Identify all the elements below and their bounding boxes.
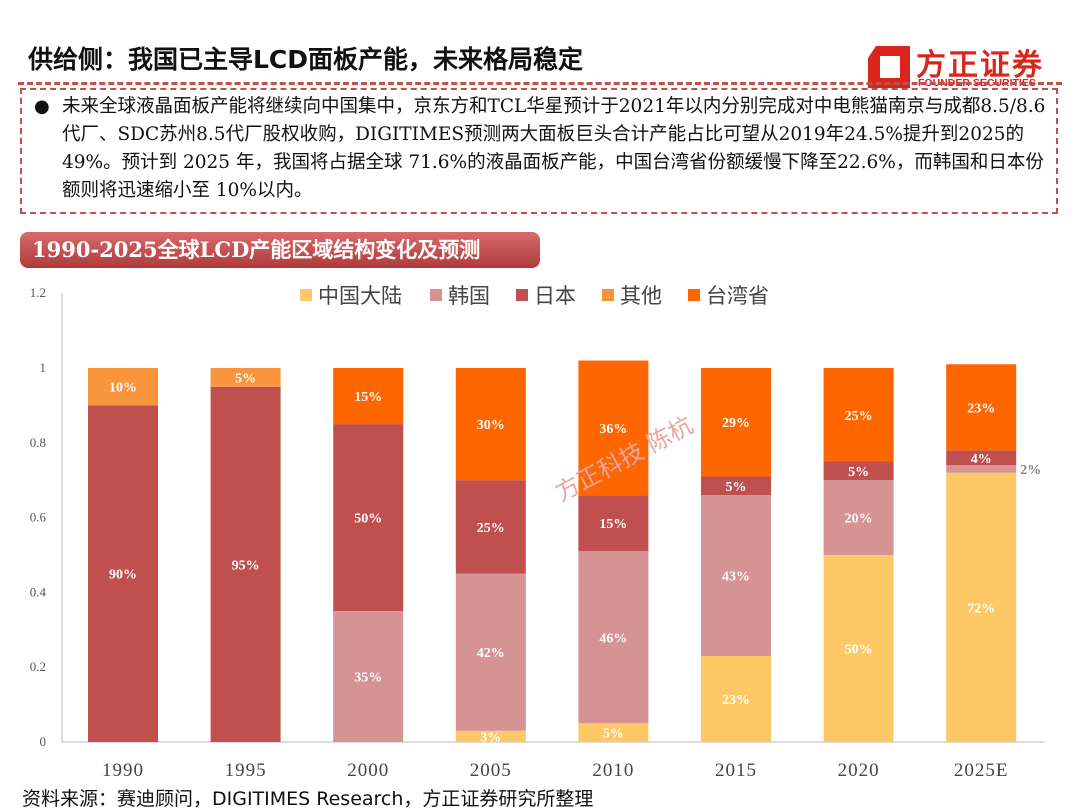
bar-segment (823, 461, 894, 481)
data-label: 5% (235, 371, 256, 386)
legend-label: 其他 (620, 284, 662, 308)
bar-segment (333, 368, 404, 425)
x-tick-label: 2025E (954, 760, 1009, 781)
bar-segment (823, 368, 894, 462)
bar-segment (333, 424, 404, 612)
data-label: 2% (1020, 463, 1041, 478)
legend-swatch (516, 289, 528, 301)
logo-mark-icon (868, 46, 910, 88)
legend-label: 韩国 (448, 284, 490, 308)
data-label: 15% (354, 390, 382, 405)
x-tick-label: 2000 (347, 760, 389, 781)
bar-segment (578, 360, 649, 496)
y-tick-label: 0 (40, 734, 47, 749)
bar-segment (578, 723, 649, 742)
legend-swatch (602, 289, 614, 301)
data-label: 29% (722, 416, 750, 431)
data-label: 4% (971, 452, 992, 467)
data-label: 20% (845, 512, 873, 527)
x-tick-label: 2010 (592, 760, 634, 781)
y-tick-label: 0.2 (30, 659, 46, 674)
legend-label: 中国大陆 (318, 284, 402, 308)
y-tick-label: 0.4 (30, 584, 47, 599)
bar-segment (578, 495, 649, 552)
bar-segment (455, 480, 526, 574)
source-footer: 资料来源：赛迪顾问，DIGITIMES Research，方正证券研究所整理 (22, 788, 594, 810)
data-label: 10% (109, 381, 137, 396)
bar-segment (210, 386, 281, 742)
data-label: 72% (967, 601, 995, 616)
y-tick-label: 1.2 (30, 285, 46, 300)
data-label: 25% (845, 409, 873, 424)
y-tick-label: 0.6 (30, 510, 47, 525)
data-label: 5% (726, 480, 747, 495)
data-label: 50% (845, 643, 873, 658)
data-label: 36% (599, 422, 627, 437)
bar-segment (88, 405, 158, 742)
legend-swatch (300, 289, 312, 301)
bar-segment (88, 368, 158, 406)
bar-segment (946, 465, 1017, 473)
legend-swatch (430, 289, 442, 301)
data-label: 95% (232, 558, 260, 573)
data-label: 15% (599, 517, 627, 532)
data-label: 3% (480, 730, 501, 745)
bar-segment (333, 611, 404, 742)
data-label: 43% (722, 570, 750, 585)
bar-segment (946, 364, 1017, 451)
bar-segment (946, 472, 1017, 742)
bar-segment (455, 730, 526, 742)
summary-text: 未来全球液晶面板产能将继续向中国集中，京东方和TCL华星预计于2021年以内分别… (62, 96, 1046, 201)
legend-swatch (688, 289, 700, 301)
x-tick-label: 1995 (225, 760, 267, 781)
data-label: 23% (967, 401, 995, 416)
bar-segment (701, 655, 771, 742)
bar-segment (210, 368, 281, 387)
data-label: 30% (477, 418, 505, 433)
bar-segment (578, 551, 649, 724)
bar-segment (946, 450, 1017, 466)
legend-label: 台湾省 (706, 284, 769, 308)
data-label: 25% (477, 521, 505, 536)
data-label: 5% (603, 727, 624, 742)
x-tick-label: 2020 (838, 760, 880, 781)
x-tick-label: 2005 (470, 760, 512, 781)
bar-segment (455, 573, 526, 731)
bar-segment (823, 555, 894, 742)
data-label: 90% (109, 568, 137, 583)
logo-text-cn: 方正证券 (916, 48, 1044, 83)
bar-segment (701, 368, 771, 477)
y-tick-label: 0.8 (30, 435, 46, 450)
data-label: 23% (722, 693, 750, 708)
summary-box: ● 未来全球液晶面板产能将继续向中国集中，京东方和TCL华星预计于2021年以内… (20, 88, 1058, 214)
founder-logo: 方正证券 FOUNDER SECURITIES (864, 40, 1054, 90)
bullet-icon: ● (34, 96, 50, 117)
data-label: 46% (599, 631, 627, 646)
chart-title-banner: 1990-2025全球LCD产能区域结构变化及预测 (20, 232, 540, 268)
page-title: 供给侧：我国已主导LCD面板产能，未来格局稳定 (28, 45, 584, 74)
bar-segment (455, 368, 526, 481)
bar-segment (823, 480, 894, 555)
legend-label: 日本 (534, 284, 576, 308)
bar-segment (701, 476, 771, 496)
y-tick-label: 1 (40, 360, 47, 375)
data-label: 35% (354, 671, 382, 686)
x-tick-label: 1990 (102, 760, 144, 781)
data-label: 50% (354, 512, 382, 527)
x-tick-label: 2015 (715, 760, 757, 781)
data-label: 5% (848, 465, 869, 480)
data-label: 42% (477, 646, 505, 661)
bar-segment (701, 495, 771, 656)
header-divider (18, 82, 1062, 85)
